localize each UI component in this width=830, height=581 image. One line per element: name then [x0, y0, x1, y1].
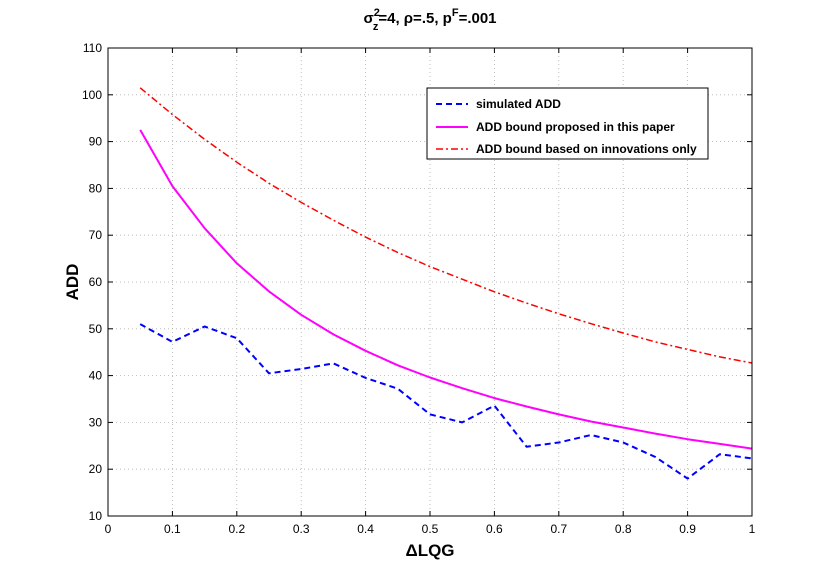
y-tick-label: 10 [89, 509, 103, 523]
series-innovations-bound [139, 87, 753, 364]
axis-ticks: 0 0.1 0.2 0.3 0.4 0.5 0.6 0.7 0.8 0.9 110203040506… [82, 41, 756, 536]
chart-title: σ2 z=4, ρ=.5, pF=.001 [363, 7, 496, 33]
x-tick-label: 0.6 [486, 522, 503, 536]
y-tick-label: 90 [89, 135, 103, 149]
x-tick-label: 0 [105, 522, 112, 536]
x-axis-label: ΔLQG [405, 541, 454, 560]
legend: simulated ADD ADD bound proposed in this… [426, 87, 709, 160]
x-tick-label: 0.7 [550, 522, 567, 536]
x-tick-label: 0.9 [679, 522, 696, 536]
x-tick-label: 1 [749, 522, 756, 536]
y-tick-label: 60 [89, 275, 103, 289]
title-symbol: σ [363, 10, 373, 27]
legend-label-innovations: ADD bound based on innovations only [476, 142, 697, 156]
y-tick-label: 50 [89, 322, 103, 336]
y-tick-label: 30 [89, 415, 103, 429]
title-sup-2: F [452, 7, 459, 19]
legend-box [426, 87, 709, 160]
x-tick-label: 0.1 [164, 522, 181, 536]
x-tick-label: 0.8 [615, 522, 632, 536]
y-tick-label: 100 [82, 88, 102, 102]
y-tick-label: 110 [83, 41, 102, 55]
y-tick-label: 20 [89, 462, 103, 476]
x-tick-label: 0.2 [228, 522, 245, 536]
title-sup-1: 2 [374, 7, 380, 19]
y-axis-label: ADD [63, 264, 82, 301]
y-tick-label: 40 [89, 369, 103, 383]
series-proposed-bound [139, 129, 753, 450]
x-tick-label: 0.4 [357, 522, 374, 536]
title-rest-2: =.001 [459, 10, 497, 27]
x-tick-label: 0.3 [293, 522, 310, 536]
legend-label-proposed: ADD bound proposed in this paper [476, 120, 675, 134]
title-sub-1: z [373, 21, 379, 33]
series-simulated-add [139, 323, 753, 480]
y-tick-label: 70 [89, 228, 103, 242]
legend-label-simulated: simulated ADD [476, 97, 561, 111]
title-rest-1: =4, ρ=.5, p [378, 10, 451, 27]
y-tick-label: 80 [89, 181, 103, 195]
series-group [139, 87, 753, 480]
x-tick-label: 0.5 [422, 522, 439, 536]
